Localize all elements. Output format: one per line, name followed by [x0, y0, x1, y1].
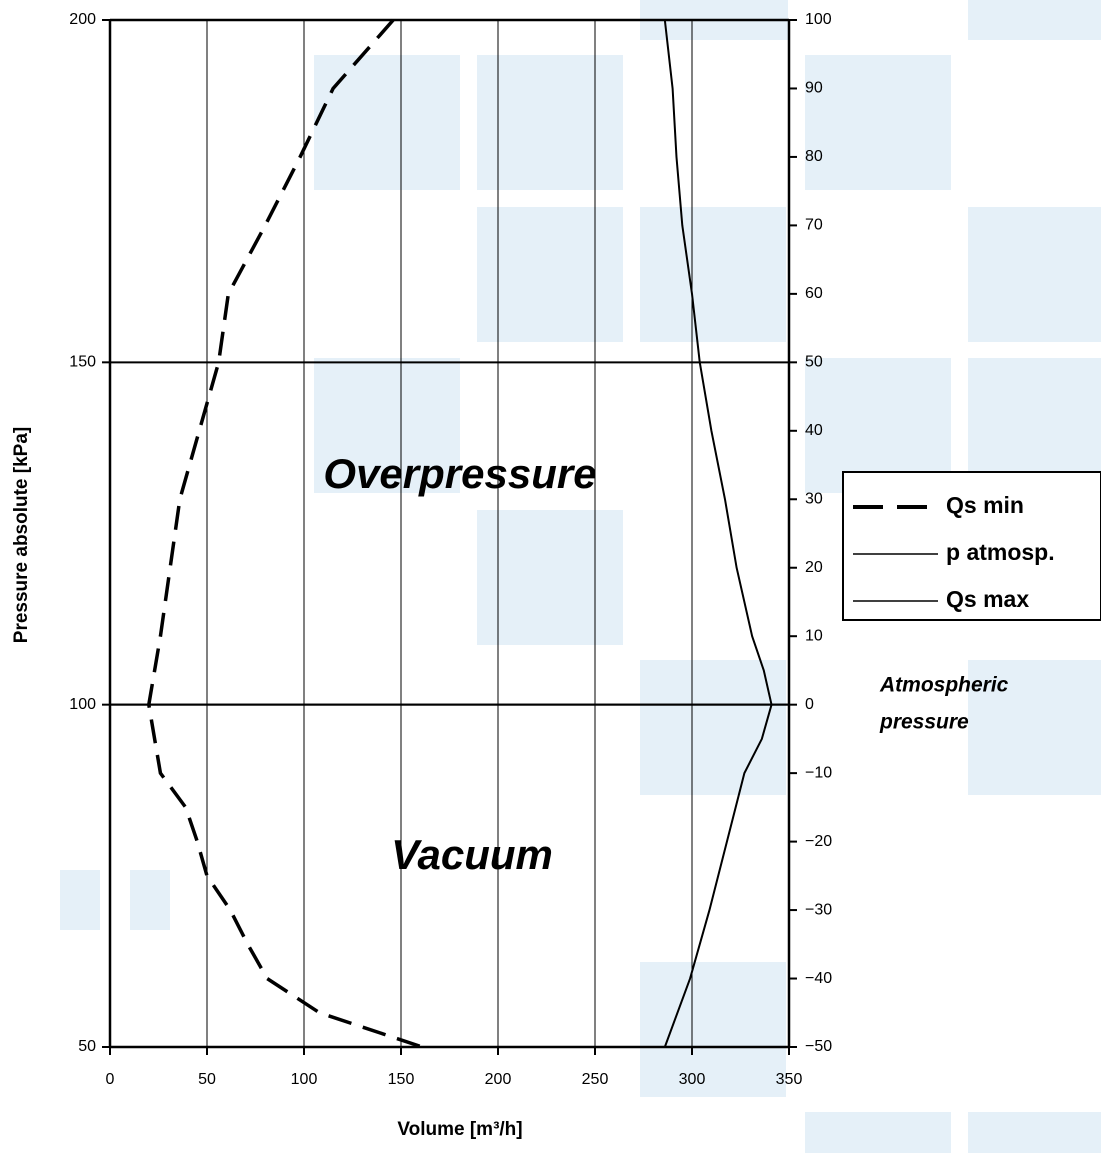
y2-tick-label: 0 — [805, 696, 814, 713]
x-tick-label: 0 — [106, 1071, 115, 1088]
y-tick-label: 50 — [78, 1038, 96, 1055]
background-pattern — [60, 0, 1101, 1153]
x-tick-label: 300 — [679, 1071, 706, 1088]
y2-tick-label: 80 — [805, 148, 823, 165]
y-tick-label: 100 — [69, 696, 96, 713]
legend-label: Qs min — [946, 492, 1024, 518]
x-tick-label: 150 — [388, 1071, 415, 1088]
y2-tick-label: 10 — [805, 627, 823, 644]
y2-tick-label: 30 — [805, 490, 823, 507]
x-tick-label: 100 — [291, 1071, 318, 1088]
x-tick-label: 200 — [485, 1071, 512, 1088]
y2-tick-label: −50 — [805, 1038, 832, 1055]
y2-tick-label: 90 — [805, 80, 823, 97]
x-axis-label: Volume [m³/h] — [397, 1119, 522, 1140]
y2-tick-label: −10 — [805, 764, 832, 781]
x-tick-label: 50 — [198, 1071, 216, 1088]
legend-label: Qs max — [946, 586, 1029, 612]
annotation: Overpressure — [323, 450, 596, 497]
y2-tick-label: 20 — [805, 559, 823, 576]
annotation: Atmospheric — [879, 674, 1009, 697]
series-line — [147, 18, 423, 1049]
series-line — [663, 19, 773, 1048]
legend-box — [842, 471, 1101, 621]
y2-tick-label: −30 — [805, 901, 832, 918]
x-tick-label: 350 — [776, 1071, 803, 1088]
y2-tick-label: −20 — [805, 833, 832, 850]
y2-tick-label: 100 — [805, 11, 832, 28]
annotation: Vacuum — [391, 831, 553, 878]
y-tick-label: 200 — [69, 11, 96, 28]
y2-tick-label: −40 — [805, 970, 832, 987]
y2-tick-label: 50 — [805, 354, 823, 371]
y2-tick-label: 40 — [805, 422, 823, 439]
annotation: pressure — [879, 711, 969, 734]
legend-label: p atmosp. — [946, 539, 1055, 565]
y2-tick-label: 70 — [805, 217, 823, 234]
y2-tick-label: 60 — [805, 285, 823, 302]
y-axis-label: Pressure absolute [kPa] — [11, 427, 32, 643]
y-tick-label: 150 — [69, 354, 96, 371]
x-tick-label: 250 — [582, 1071, 609, 1088]
